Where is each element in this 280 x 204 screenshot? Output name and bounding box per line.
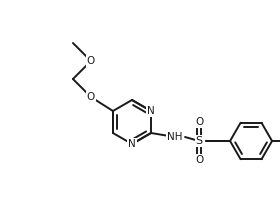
Text: O: O [87, 56, 95, 66]
Text: O: O [87, 92, 95, 102]
Text: S: S [195, 136, 203, 146]
Text: O: O [195, 117, 203, 127]
Text: N: N [147, 106, 155, 116]
Text: N: N [128, 139, 136, 149]
Text: O: O [195, 155, 203, 165]
Text: NH: NH [167, 132, 183, 142]
